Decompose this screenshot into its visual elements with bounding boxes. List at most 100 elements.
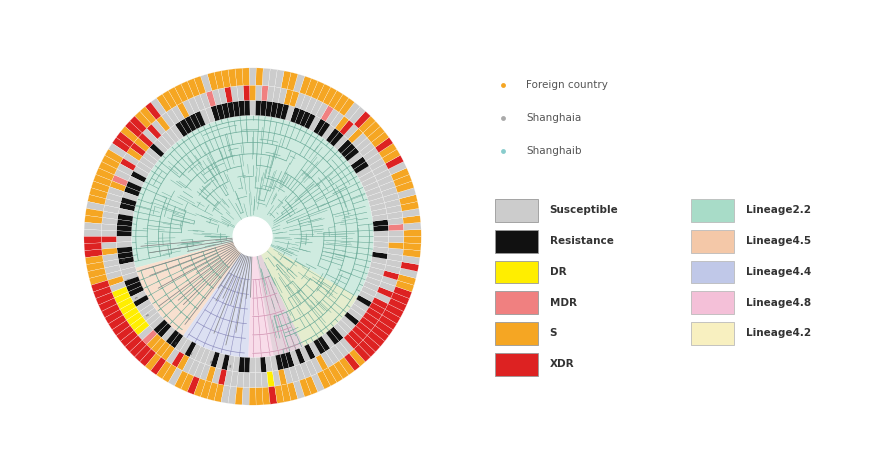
- Wedge shape: [330, 112, 344, 128]
- Wedge shape: [401, 201, 419, 211]
- Wedge shape: [328, 90, 343, 109]
- Wedge shape: [244, 100, 250, 116]
- Wedge shape: [300, 346, 311, 362]
- Wedge shape: [268, 69, 277, 87]
- Wedge shape: [136, 236, 253, 336]
- Wedge shape: [194, 95, 205, 111]
- Wedge shape: [256, 387, 263, 405]
- Wedge shape: [363, 312, 379, 325]
- Wedge shape: [273, 370, 281, 386]
- Wedge shape: [379, 143, 397, 158]
- Wedge shape: [166, 348, 179, 364]
- Wedge shape: [341, 315, 355, 330]
- Wedge shape: [349, 106, 366, 124]
- Text: 8: 8: [209, 357, 213, 361]
- Wedge shape: [205, 107, 215, 123]
- Wedge shape: [280, 104, 289, 120]
- Wedge shape: [350, 157, 366, 169]
- Wedge shape: [165, 128, 179, 143]
- Wedge shape: [105, 199, 121, 208]
- Wedge shape: [108, 143, 126, 158]
- Wedge shape: [403, 243, 421, 251]
- Wedge shape: [250, 358, 255, 373]
- Wedge shape: [290, 107, 300, 123]
- Wedge shape: [101, 242, 117, 249]
- Wedge shape: [242, 68, 249, 86]
- Text: Shanghaib: Shanghaib: [526, 146, 582, 157]
- Wedge shape: [108, 187, 124, 197]
- Wedge shape: [136, 299, 152, 312]
- Wedge shape: [142, 128, 158, 143]
- Wedge shape: [321, 105, 334, 122]
- Wedge shape: [212, 368, 221, 384]
- Wedge shape: [214, 384, 224, 402]
- Wedge shape: [244, 357, 250, 373]
- Wedge shape: [237, 372, 244, 387]
- Wedge shape: [104, 205, 119, 214]
- Wedge shape: [284, 89, 294, 105]
- Wedge shape: [187, 79, 199, 97]
- Wedge shape: [152, 120, 165, 135]
- Bar: [691, 291, 734, 314]
- Wedge shape: [89, 188, 108, 199]
- Wedge shape: [91, 280, 110, 292]
- Wedge shape: [377, 175, 394, 186]
- Wedge shape: [117, 242, 132, 248]
- Wedge shape: [188, 97, 199, 113]
- Wedge shape: [108, 315, 126, 330]
- Wedge shape: [156, 361, 172, 379]
- Wedge shape: [374, 242, 388, 248]
- Wedge shape: [118, 208, 134, 216]
- Wedge shape: [111, 175, 128, 186]
- Wedge shape: [306, 376, 318, 394]
- Wedge shape: [314, 119, 326, 134]
- Wedge shape: [354, 299, 369, 312]
- Wedge shape: [294, 380, 305, 399]
- Wedge shape: [339, 357, 354, 375]
- Wedge shape: [395, 280, 414, 292]
- Wedge shape: [134, 321, 150, 335]
- Wedge shape: [266, 101, 273, 117]
- Wedge shape: [88, 194, 106, 205]
- Wedge shape: [227, 102, 235, 118]
- Wedge shape: [86, 262, 105, 272]
- Text: 9: 9: [228, 362, 232, 367]
- Wedge shape: [166, 109, 179, 125]
- Wedge shape: [158, 135, 172, 150]
- Wedge shape: [125, 121, 142, 138]
- Wedge shape: [216, 104, 225, 120]
- Wedge shape: [270, 102, 278, 118]
- Wedge shape: [124, 276, 140, 287]
- Wedge shape: [249, 388, 256, 405]
- Wedge shape: [119, 202, 135, 211]
- Wedge shape: [367, 192, 383, 201]
- Wedge shape: [372, 214, 388, 221]
- Wedge shape: [388, 248, 403, 255]
- Wedge shape: [261, 86, 268, 101]
- Wedge shape: [349, 349, 366, 367]
- Wedge shape: [317, 84, 331, 102]
- Wedge shape: [381, 187, 397, 197]
- Wedge shape: [285, 105, 294, 122]
- Wedge shape: [354, 111, 370, 128]
- Wedge shape: [146, 334, 161, 349]
- Wedge shape: [334, 361, 349, 379]
- Wedge shape: [278, 88, 287, 104]
- Wedge shape: [402, 209, 420, 218]
- Wedge shape: [344, 124, 359, 139]
- Wedge shape: [194, 76, 206, 95]
- Wedge shape: [315, 354, 328, 371]
- Wedge shape: [84, 229, 101, 236]
- Bar: [691, 199, 734, 222]
- Wedge shape: [174, 84, 188, 102]
- Wedge shape: [306, 360, 317, 376]
- Wedge shape: [187, 376, 199, 394]
- Wedge shape: [370, 262, 386, 271]
- Wedge shape: [360, 316, 375, 331]
- Wedge shape: [356, 295, 372, 307]
- Wedge shape: [248, 236, 304, 358]
- Wedge shape: [221, 103, 230, 119]
- Wedge shape: [123, 153, 139, 166]
- Wedge shape: [211, 105, 220, 122]
- Wedge shape: [98, 298, 117, 312]
